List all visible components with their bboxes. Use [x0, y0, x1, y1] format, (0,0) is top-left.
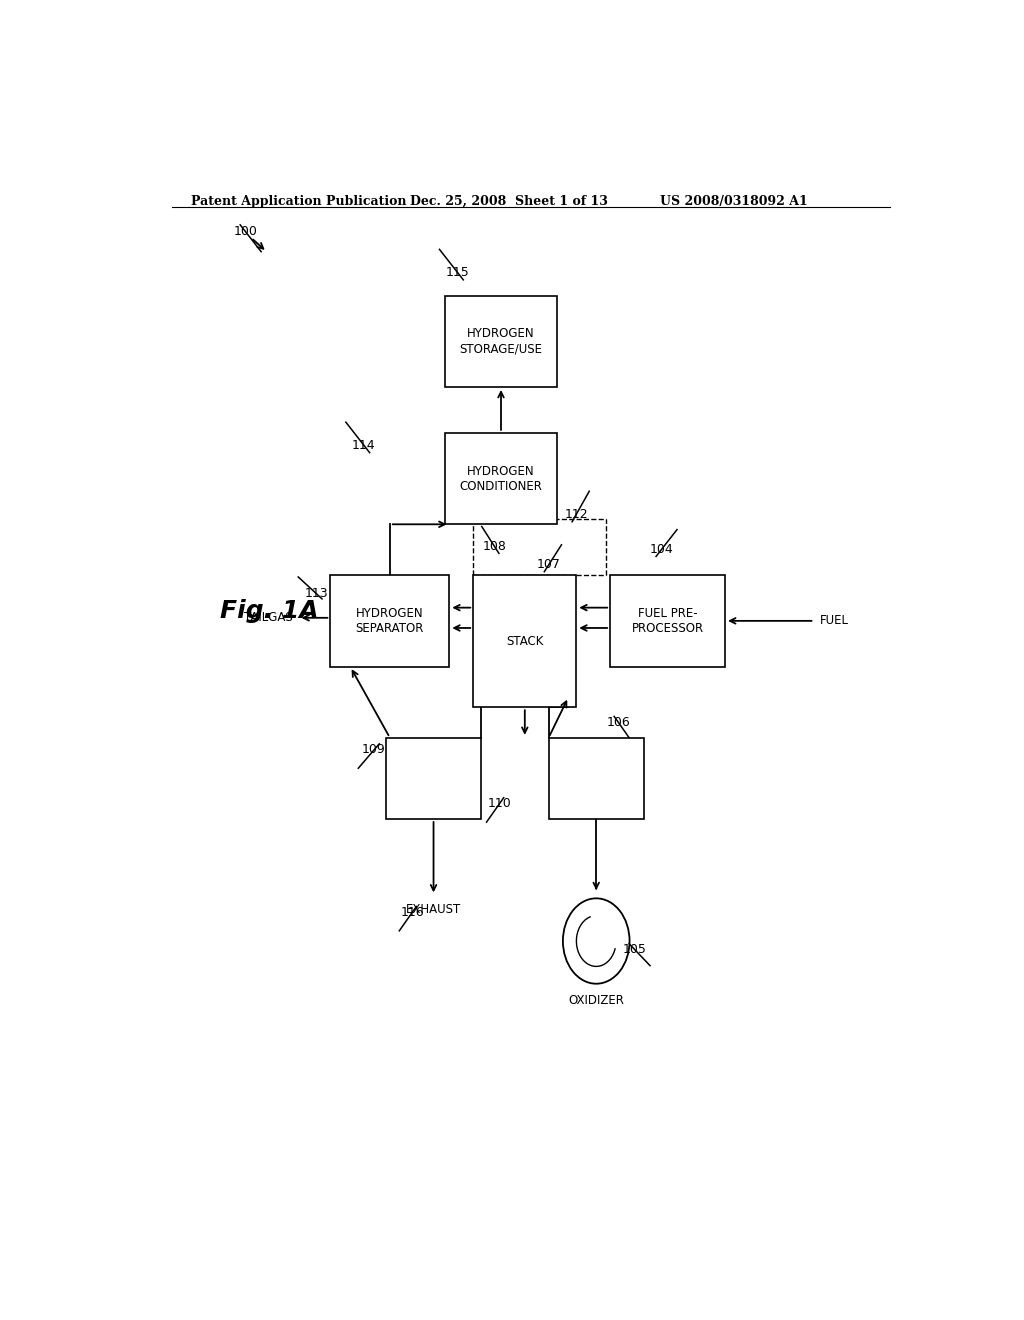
Text: 116: 116	[400, 906, 424, 919]
Text: 115: 115	[445, 265, 469, 279]
Text: HYDROGEN
SEPARATOR: HYDROGEN SEPARATOR	[355, 607, 424, 635]
Text: TAILGAS: TAILGAS	[245, 611, 293, 624]
Text: 113: 113	[304, 587, 328, 599]
Text: 108: 108	[482, 540, 507, 553]
Text: OXIDIZER: OXIDIZER	[568, 994, 625, 1007]
FancyBboxPatch shape	[473, 576, 577, 708]
Text: STACK: STACK	[506, 635, 544, 648]
Text: 105: 105	[623, 942, 646, 956]
Text: 104: 104	[649, 544, 673, 556]
FancyBboxPatch shape	[331, 576, 450, 667]
FancyBboxPatch shape	[549, 738, 644, 818]
Text: 112: 112	[564, 508, 588, 520]
FancyBboxPatch shape	[386, 738, 481, 818]
Text: 110: 110	[487, 797, 511, 810]
FancyBboxPatch shape	[445, 433, 557, 524]
Text: HYDROGEN
STORAGE/USE: HYDROGEN STORAGE/USE	[460, 327, 543, 355]
FancyBboxPatch shape	[610, 576, 725, 667]
Text: FUEL: FUEL	[820, 614, 849, 627]
Text: HYDROGEN
CONDITIONER: HYDROGEN CONDITIONER	[460, 465, 543, 492]
Text: EXHAUST: EXHAUST	[406, 903, 461, 916]
Text: 109: 109	[362, 743, 386, 756]
Text: 114: 114	[352, 438, 376, 451]
Text: Dec. 25, 2008  Sheet 1 of 13: Dec. 25, 2008 Sheet 1 of 13	[410, 195, 607, 209]
Text: Patent Application Publication: Patent Application Publication	[191, 195, 407, 209]
Text: 107: 107	[537, 558, 560, 572]
Text: US 2008/0318092 A1: US 2008/0318092 A1	[659, 195, 808, 209]
Text: 100: 100	[233, 226, 257, 238]
Text: 106: 106	[606, 715, 631, 729]
FancyBboxPatch shape	[445, 296, 557, 387]
Text: FUEL PRE-
PROCESSOR: FUEL PRE- PROCESSOR	[632, 607, 703, 635]
Text: Fig. 1A: Fig. 1A	[220, 599, 318, 623]
